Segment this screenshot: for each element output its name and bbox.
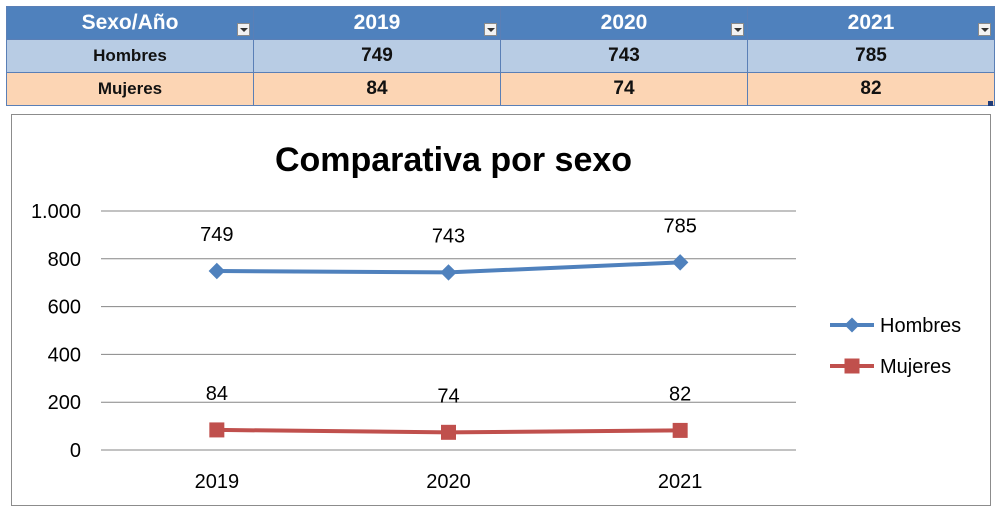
data-table: Sexo/Año 2019 2020 2021 Hombres 749 743 … — [6, 6, 995, 106]
legend-label: Hombres — [880, 315, 961, 337]
x-tick-label: 2019 — [195, 471, 240, 493]
chart-title: Comparativa por sexo — [275, 141, 632, 179]
filter-dropdown-icon[interactable] — [237, 23, 250, 36]
y-tick-label: 200 — [48, 392, 81, 414]
table-row: Mujeres 84 74 82 — [6, 72, 995, 106]
row-label[interactable]: Mujeres — [6, 72, 254, 106]
data-point-marker — [671, 254, 689, 271]
legend-marker — [844, 358, 860, 374]
table-cell[interactable]: 84 — [253, 72, 501, 106]
header-year-label: 2021 — [847, 11, 895, 34]
header-year-label: 2019 — [353, 11, 401, 34]
data-point-marker — [672, 422, 688, 438]
data-point-marker — [208, 262, 226, 280]
legend-marker — [844, 317, 860, 333]
x-tick-label: 2021 — [658, 471, 703, 493]
filter-dropdown-icon[interactable] — [484, 23, 497, 36]
y-tick-label: 800 — [48, 249, 81, 271]
legend-label: Mujeres — [880, 356, 951, 378]
y-tick-label: 1.000 — [31, 201, 81, 223]
header-cell-year: 2020 — [500, 6, 748, 40]
line-chart: Comparativa por sexo 0 200 400 600 800 1.000 20… — [31, 141, 961, 493]
header-cell-year: 2021 — [747, 6, 995, 40]
header-label: Sexo/Año — [81, 11, 179, 34]
table-row: Hombres 749 743 785 — [6, 39, 995, 73]
table-cell[interactable]: 82 — [747, 72, 995, 106]
y-tick-label: 0 — [70, 440, 81, 462]
data-point-marker — [441, 424, 456, 440]
table-cell[interactable]: 743 — [500, 39, 748, 73]
table-cell[interactable]: 74 — [500, 72, 748, 106]
table-resize-handle[interactable] — [988, 101, 993, 106]
header-cell-year: 2019 — [253, 6, 501, 40]
x-tick-label: 2020 — [426, 471, 471, 493]
chart-area[interactable]: Comparativa por sexo 0 200 400 600 800 1.000 20… — [11, 114, 991, 506]
header-year-label: 2020 — [600, 11, 648, 34]
data-label: 743 — [432, 225, 465, 247]
y-tick-label: 400 — [48, 344, 81, 366]
data-label: 74 — [437, 385, 459, 407]
row-label[interactable]: Hombres — [6, 39, 254, 73]
header-cell-sexo-ano: Sexo/Año — [6, 6, 254, 40]
filter-dropdown-icon[interactable] — [978, 23, 991, 36]
data-label: 84 — [206, 383, 228, 405]
data-point-marker — [209, 422, 225, 438]
data-label: 82 — [669, 383, 691, 405]
data-label: 785 — [663, 215, 696, 237]
table-header-row: Sexo/Año 2019 2020 2021 — [6, 6, 995, 40]
filter-dropdown-icon[interactable] — [731, 23, 744, 36]
data-label: 749 — [200, 224, 233, 246]
data-point-marker — [440, 264, 457, 281]
table-cell[interactable]: 785 — [747, 39, 995, 73]
y-tick-label: 600 — [48, 297, 81, 319]
table-cell[interactable]: 749 — [253, 39, 501, 73]
